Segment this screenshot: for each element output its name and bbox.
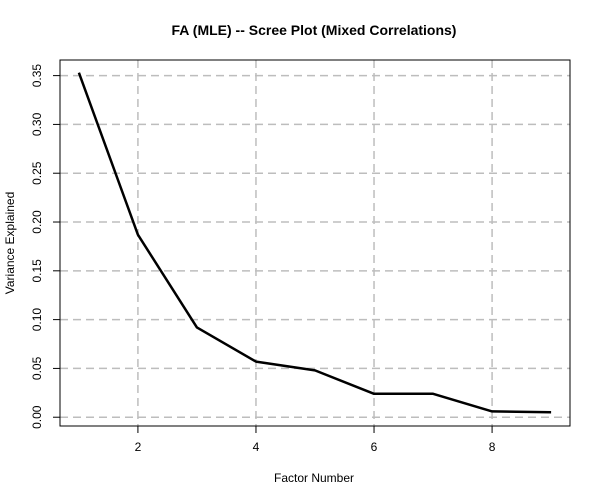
y-tick-label-7: 0.35 (30, 64, 44, 88)
y-tick-label-6: 0.30 (30, 112, 44, 136)
y-axis: 0.00 0.05 0.10 0.15 0.20 0.25 0.30 0.35 (30, 64, 60, 429)
x-tick-label-2: 2 (135, 440, 142, 454)
series-line (77, 72, 552, 414)
y-tick-label-5: 0.25 (30, 161, 44, 185)
y-tick-label-2: 0.10 (30, 308, 44, 332)
plot-frame (59, 59, 571, 427)
grid-lines (60, 60, 570, 426)
y-tick-label-1: 0.05 (30, 356, 44, 380)
y-tick-label-4: 0.20 (30, 210, 44, 234)
x-tick-label-8: 8 (489, 440, 496, 454)
y-tick-label-3: 0.15 (30, 259, 44, 283)
y-tick-label-0: 0.00 (30, 405, 44, 429)
x-axis: 2 4 6 8 (135, 426, 496, 454)
y-axis-label: Variance Explained (3, 192, 17, 295)
x-axis-label: Factor Number (274, 471, 354, 485)
x-tick-label-4: 4 (253, 440, 260, 454)
chart-title: FA (MLE) -- Scree Plot (Mixed Correlatio… (172, 22, 457, 38)
x-tick-label-6: 6 (371, 440, 378, 454)
